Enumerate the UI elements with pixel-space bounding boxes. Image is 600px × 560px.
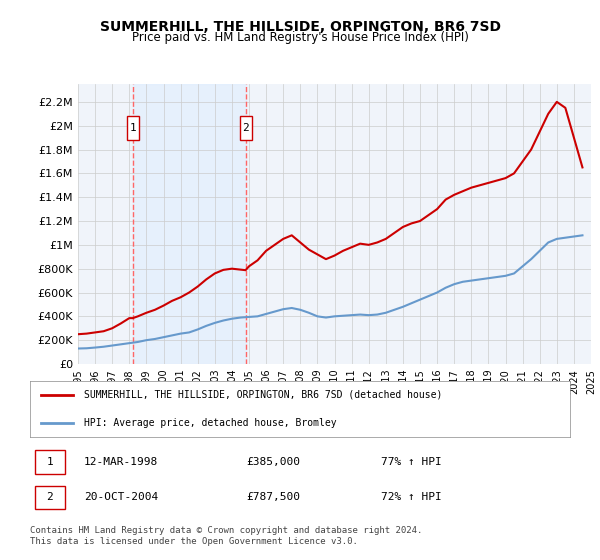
Text: SUMMERHILL, THE HILLSIDE, ORPINGTON, BR6 7SD: SUMMERHILL, THE HILLSIDE, ORPINGTON, BR6…	[100, 20, 500, 34]
Text: 2: 2	[242, 123, 249, 133]
Text: Contains HM Land Registry data © Crown copyright and database right 2024.
This d: Contains HM Land Registry data © Crown c…	[30, 526, 422, 546]
FancyBboxPatch shape	[239, 116, 251, 140]
Text: 72% ↑ HPI: 72% ↑ HPI	[381, 492, 442, 502]
FancyBboxPatch shape	[127, 116, 139, 140]
Text: 77% ↑ HPI: 77% ↑ HPI	[381, 457, 442, 467]
Text: SUMMERHILL, THE HILLSIDE, ORPINGTON, BR6 7SD (detached house): SUMMERHILL, THE HILLSIDE, ORPINGTON, BR6…	[84, 390, 442, 400]
Text: 1: 1	[130, 123, 136, 133]
Text: 1: 1	[47, 457, 53, 467]
FancyBboxPatch shape	[35, 450, 65, 474]
Text: Price paid vs. HM Land Registry's House Price Index (HPI): Price paid vs. HM Land Registry's House …	[131, 31, 469, 44]
Bar	[133, 84, 245, 364]
Text: 12-MAR-1998: 12-MAR-1998	[84, 457, 158, 467]
Text: £385,000: £385,000	[246, 457, 300, 467]
Text: 20-OCT-2004: 20-OCT-2004	[84, 492, 158, 502]
Text: £787,500: £787,500	[246, 492, 300, 502]
Text: 2: 2	[47, 492, 53, 502]
Text: HPI: Average price, detached house, Bromley: HPI: Average price, detached house, Brom…	[84, 418, 337, 428]
FancyBboxPatch shape	[35, 486, 65, 509]
